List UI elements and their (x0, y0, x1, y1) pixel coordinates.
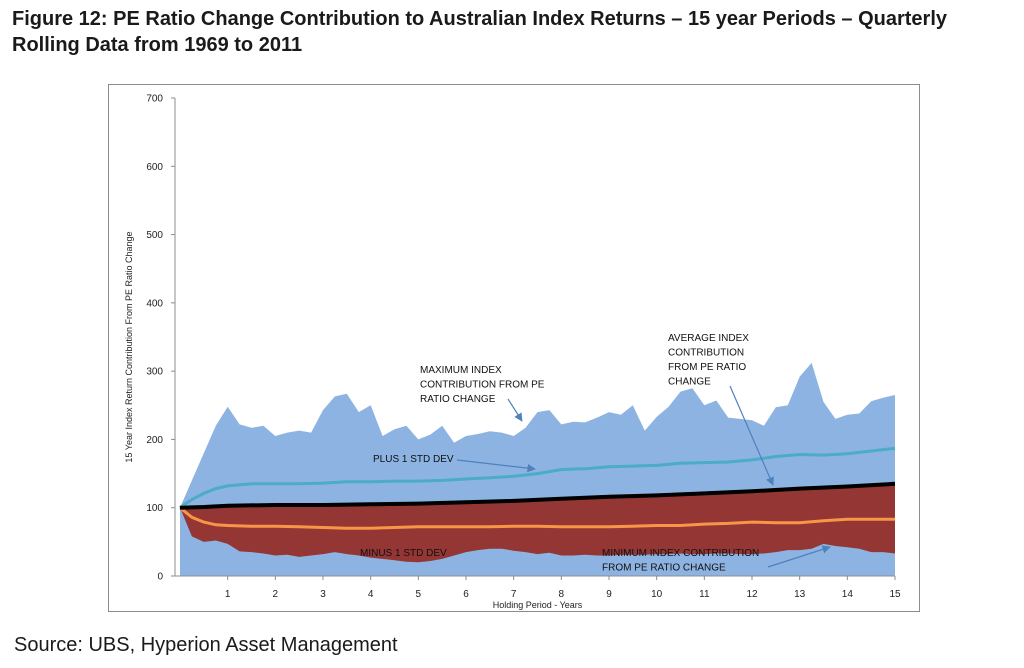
average-annotation-text: FROM PE RATIO (668, 362, 746, 373)
x-tick-label: 9 (606, 589, 612, 600)
y-tick-label: 200 (146, 435, 163, 446)
average-annotation-text: CHANGE (668, 377, 711, 388)
minus-std-annotation-text: MINUS 1 STD DEV (360, 548, 447, 559)
y-tick-label: 400 (146, 298, 163, 309)
y-axis-label: 15 Year Index Return Contribution From P… (124, 231, 134, 462)
minus-std-line (179, 506, 895, 530)
x-tick-label: 14 (842, 589, 854, 600)
max-annotation-text: CONTRIBUTION FROM PE (420, 380, 545, 391)
x-tick-label: 8 (559, 589, 565, 600)
x-tick-label: 2 (273, 589, 279, 600)
max-annotation-arrow (507, 398, 523, 422)
min-annotation-text: FROM PE RATIO CHANGE (602, 563, 726, 574)
x-tick-label: 4 (368, 589, 374, 600)
average-line (179, 481, 896, 510)
max-annotation-text: MAXIMUM INDEX (420, 365, 502, 376)
x-tick-label: 7 (511, 589, 517, 600)
x-tick-label: 15 (889, 589, 901, 600)
x-axis-label: Holding Period - Years (493, 600, 583, 610)
x-tick-label: 12 (746, 589, 758, 600)
plus-std-line (179, 446, 896, 509)
min-area (180, 483, 895, 563)
y-tick-label: 700 (146, 94, 163, 105)
figure-title: Figure 12: PE Ratio Change Contribution … (12, 8, 948, 56)
x-tick-label: 6 (463, 589, 469, 600)
plus-std-annotation-arrow (456, 459, 536, 473)
x-tick-label: 11 (699, 589, 710, 600)
x-tick-label: 10 (651, 589, 663, 600)
y-tick-label: 500 (146, 230, 163, 241)
x-tick-label: 1 (225, 589, 231, 600)
min-annotation-text: MINIMUM INDEX CONTRIBUTION (602, 548, 759, 559)
plus-std-annotation-text: PLUS 1 STD DEV (373, 454, 454, 465)
average-annotation-text: CONTRIBUTION (668, 348, 744, 359)
x-tick-label: 3 (320, 589, 326, 600)
source-note: Source: UBS, Hyperion Asset Management (14, 634, 398, 656)
average-annotation-text: AVERAGE INDEX (668, 333, 749, 344)
max-annotation-text: RATIO CHANGE (420, 394, 496, 405)
average-annotation-arrow (729, 385, 774, 486)
y-tick-label: 100 (146, 503, 163, 514)
y-tick-label: 300 (146, 367, 163, 378)
min-annotation-arrow (767, 545, 831, 568)
x-tick-label: 13 (794, 589, 806, 600)
y-tick-label: 0 (157, 572, 163, 583)
x-tick-label: 5 (416, 589, 422, 600)
y-tick-label: 600 (146, 162, 163, 173)
